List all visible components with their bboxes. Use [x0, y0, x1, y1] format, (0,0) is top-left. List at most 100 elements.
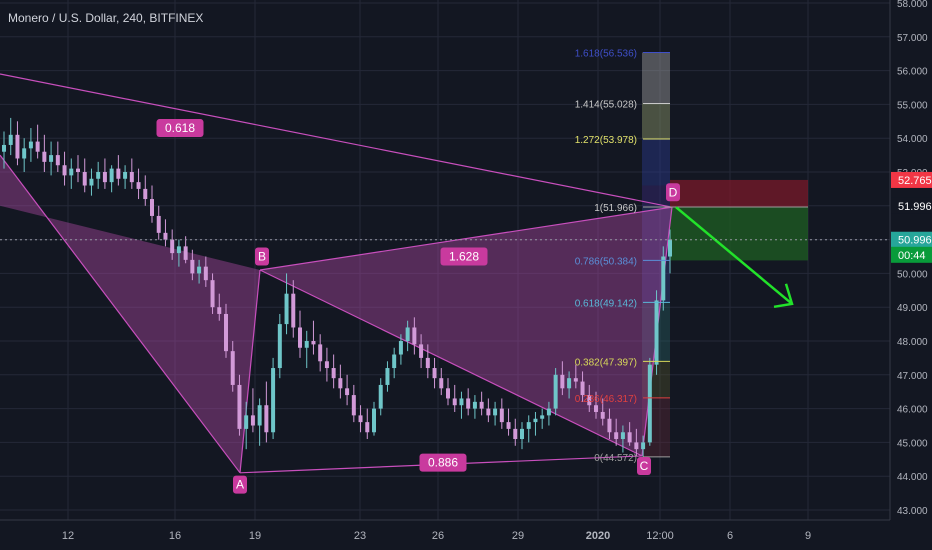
ratio-label-xb-bg: [156, 119, 204, 138]
ratio-label-xb-text: 0.618: [165, 121, 195, 135]
pattern-annotations: 0.618 1.628 0.886 A B C D: [0, 119, 890, 494]
candle-body: [641, 442, 646, 450]
candle: [324, 347, 329, 382]
candle-body: [298, 327, 302, 348]
pattern-line-xa: [0, 154, 241, 474]
candle-body: [580, 381, 585, 396]
candle: [412, 317, 417, 355]
candle: [540, 408, 545, 429]
candle-body: [224, 313, 228, 352]
candle-body: [446, 388, 450, 399]
candle: [398, 334, 403, 365]
candle-body: [244, 415, 249, 429]
candle: [156, 205, 161, 240]
candle-body: [62, 165, 67, 176]
candle: [439, 368, 444, 396]
candle: [304, 330, 309, 369]
price-marker-text: 00:44: [898, 250, 926, 262]
candle: [143, 175, 148, 206]
candle: [62, 151, 67, 186]
candle-body: [210, 280, 215, 308]
candle: [96, 161, 101, 189]
fib-zone-786: [642, 206, 670, 303]
candle-body: [452, 398, 457, 406]
candle: [546, 401, 551, 426]
candle: [136, 168, 141, 200]
candle: [8, 117, 13, 156]
candle-body: [230, 351, 235, 385]
candle-body: [668, 239, 672, 257]
fib-zone-1618: [642, 52, 670, 104]
fib-zone-236: [642, 397, 670, 457]
price-tick-label: 45.000: [897, 438, 928, 449]
candle: [55, 141, 60, 172]
candle-body: [506, 422, 511, 429]
candle-body: [405, 327, 410, 341]
candle: [587, 384, 592, 412]
price-axis[interactable]: 43.000 44.000 45.000 46.000 47.000 48.000 49.0…: [889, 0, 932, 520]
candle-body: [42, 151, 47, 162]
candle: [49, 141, 54, 176]
candle-body: [2, 144, 6, 152]
candle-body: [351, 395, 356, 416]
pattern-triangle-xab: [0, 155, 260, 473]
fib-level-label: 1(51.966): [594, 203, 637, 214]
candle-body: [217, 307, 222, 314]
candle: [42, 134, 47, 172]
candle-body: [432, 368, 437, 379]
price-marker-bg: [891, 231, 932, 248]
fib-extension-zones: [642, 52, 808, 457]
candle-body: [439, 378, 444, 389]
candle: [244, 401, 249, 450]
candle: [69, 158, 74, 189]
candle-body: [284, 293, 289, 325]
price-tick-label: 44.000: [897, 472, 928, 483]
candle-body: [345, 388, 350, 396]
price-tick-label: 50.000: [897, 269, 928, 280]
candle-body: [513, 428, 518, 440]
point-label-a-bg: [233, 475, 247, 494]
pattern-line-xd: [0, 73, 673, 208]
candle: [22, 138, 27, 172]
candle-body: [28, 141, 33, 149]
pattern-line-bc: [259, 269, 643, 457]
candle-body: [479, 401, 484, 409]
candle: [116, 155, 121, 186]
candle: [425, 344, 430, 379]
candle: [331, 354, 336, 389]
candle: [129, 158, 134, 189]
candle-body: [647, 364, 652, 443]
candle-body: [22, 148, 27, 159]
time-axis[interactable]: 12 16 19 23 26 29 2020 12:00 6 9: [0, 519, 890, 542]
candle-body: [392, 354, 397, 369]
candle-body: [459, 398, 464, 406]
point-label-b-text: B: [258, 250, 266, 264]
candle: [466, 388, 471, 416]
candle: [607, 408, 612, 440]
candle: [526, 415, 531, 443]
candle-body: [573, 378, 578, 382]
time-tick-label: 12:00: [646, 530, 674, 542]
candle-body: [96, 172, 101, 179]
candle: [573, 364, 578, 389]
candle: [392, 347, 397, 379]
grid-lines: [0, 0, 890, 520]
candle: [224, 303, 228, 358]
ratio-label-bd-bg: [440, 247, 488, 266]
candle-body: [291, 293, 296, 328]
candle: [15, 121, 20, 166]
candle: [203, 256, 208, 287]
price-tick-label: 49.000: [897, 303, 928, 314]
candle: [291, 280, 296, 338]
price-tick-label: 54.000: [897, 134, 928, 145]
candle-body: [197, 266, 202, 274]
candle-body: [546, 408, 551, 416]
projection-arrow: [675, 206, 794, 309]
fib-zone-upper: [642, 185, 670, 207]
time-tick-label: 12: [62, 530, 74, 542]
candle: [432, 357, 437, 389]
price-marker-text: 50.996: [898, 235, 932, 247]
candle-body: [486, 408, 491, 416]
price-tick-label: 58.000: [897, 0, 928, 10]
